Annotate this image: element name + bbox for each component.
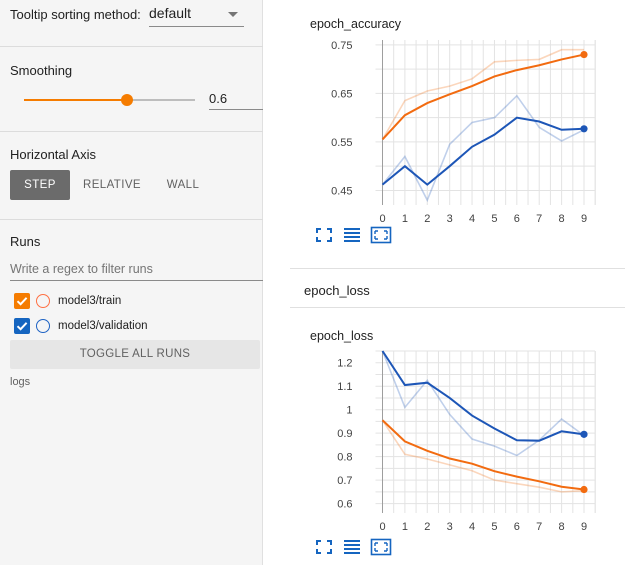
horizontal-axis-title: Horizontal Axis [10,147,96,162]
y-tick-label: 0.75 [331,40,352,52]
x-tick-label: 4 [469,521,475,533]
run-label-train: model3/train [58,295,122,307]
series-line-smoothed [381,53,585,141]
toggle-all-runs-button[interactable]: TOGGLE ALL RUNS [10,340,260,369]
series-line-smoothed [381,116,585,186]
sidebar: Tooltip sorting method: default Smoothin… [0,0,263,565]
series-line-raw [381,48,584,140]
fit-domain-icon[interactable] [370,538,392,556]
toggle-y-log-icon[interactable] [342,538,362,556]
run-label-validation: model3/validation [58,320,148,332]
series-line-raw [381,94,585,203]
chart-title: epoch_loss [310,329,374,343]
x-tick-label: 1 [402,213,408,225]
fullscreen-icon[interactable] [314,538,334,556]
y-tick-label: 1.1 [337,381,352,393]
smoothing-title: Smoothing [10,63,73,78]
tooltip-sort-value: default [149,5,192,21]
y-tick-label: 0.45 [331,185,352,197]
divider [0,46,263,47]
toggle-y-log-icon[interactable] [342,226,362,244]
y-tick-label: 1.2 [337,358,352,370]
group-title: epoch_loss [304,283,370,298]
y-tick-label: 0.7 [337,475,352,487]
runs-filter-input[interactable]: Write a regex to filter runs [10,262,263,281]
x-tick-label: 0 [379,213,385,225]
series-line-smoothed [381,419,585,491]
y-tick-label: 0.65 [331,88,352,100]
accuracy-chart[interactable]: 0.45 0.55 0.65 0.75 0 1 2 3 4 5 6 7 8 9 [290,40,625,255]
y-tick-label: 0.9 [337,428,352,440]
checkmark-icon [16,297,28,306]
loss-chart[interactable]: 0.6 0.7 0.8 0.9 1 1.1 1.2 0 1 2 3 4 5 6 7 8 9 [290,348,625,563]
x-tick-label: 7 [536,213,542,225]
series-line-smoothed [381,350,585,442]
smoothing-slider[interactable] [24,94,195,106]
chevron-down-icon [228,12,238,17]
smoothing-slider-thumb[interactable] [120,94,133,106]
x-tick-label: 9 [581,521,587,533]
y-tick-label: 0.6 [337,499,352,511]
chart-card-loss: epoch_loss 0.6 0.7 0.8 0.9 1 1.1 1.2 0 1 2 3 4 5 6 7 8 9 [290,312,625,565]
run-color-swatch-validation[interactable] [36,319,50,333]
x-tick-label: 9 [581,213,587,225]
x-tick-label: 2 [424,521,430,533]
group-header[interactable]: epoch_loss [290,268,625,308]
divider [0,219,263,220]
fit-domain-icon[interactable] [370,226,392,244]
x-tick-label: 1 [402,521,408,533]
axis-step-button[interactable]: STEP [10,170,70,200]
series-line-raw [381,419,585,493]
tooltip-sort-select[interactable]: default [149,2,244,27]
chart-title: epoch_accuracy [310,17,402,31]
main-panel: epoch_accuracy 0.45 0.55 0.65 0.75 0 1 2 3 4 5 6 7 8… [290,0,625,565]
x-tick-label: 7 [536,521,542,533]
logdir-label: logs [10,376,31,388]
run-color-swatch-train[interactable] [36,294,50,308]
x-tick-label: 0 [379,521,385,533]
run-checkbox-validation[interactable] [14,318,30,334]
series-end-point [580,50,588,59]
x-tick-label: 8 [559,213,565,225]
x-tick-label: 3 [447,213,453,225]
run-checkbox-train[interactable] [14,293,30,309]
y-tick-label: 1 [346,405,352,417]
y-tick-label: 0.8 [337,452,352,464]
tooltip-sort-label: Tooltip sorting method: [10,7,141,22]
x-tick-label: 5 [491,521,497,533]
axis-relative-button[interactable]: RELATIVE [83,179,141,191]
x-tick-label: 8 [559,521,565,533]
smoothing-input[interactable]: 0.6 [209,90,263,110]
axis-wall-button[interactable]: WALL [166,179,200,191]
chart-card-accuracy: epoch_accuracy 0.45 0.55 0.65 0.75 0 1 2 3 4 5 6 7 8… [290,0,625,266]
x-tick-label: 5 [491,213,497,225]
series-end-point [580,430,588,438]
x-tick-label: 4 [469,213,475,225]
runs-title: Runs [10,234,41,249]
y-tick-label: 0.55 [331,137,352,149]
x-tick-label: 2 [424,213,430,225]
checkmark-icon [16,322,28,331]
fullscreen-icon[interactable] [314,226,334,244]
series-end-point [580,125,588,133]
smoothing-slider-fill [24,99,127,101]
x-tick-label: 6 [514,521,520,533]
series-line-raw [381,350,585,457]
series-end-point [580,485,588,494]
x-tick-label: 6 [514,213,520,225]
divider [0,131,263,132]
x-tick-label: 3 [447,521,453,533]
